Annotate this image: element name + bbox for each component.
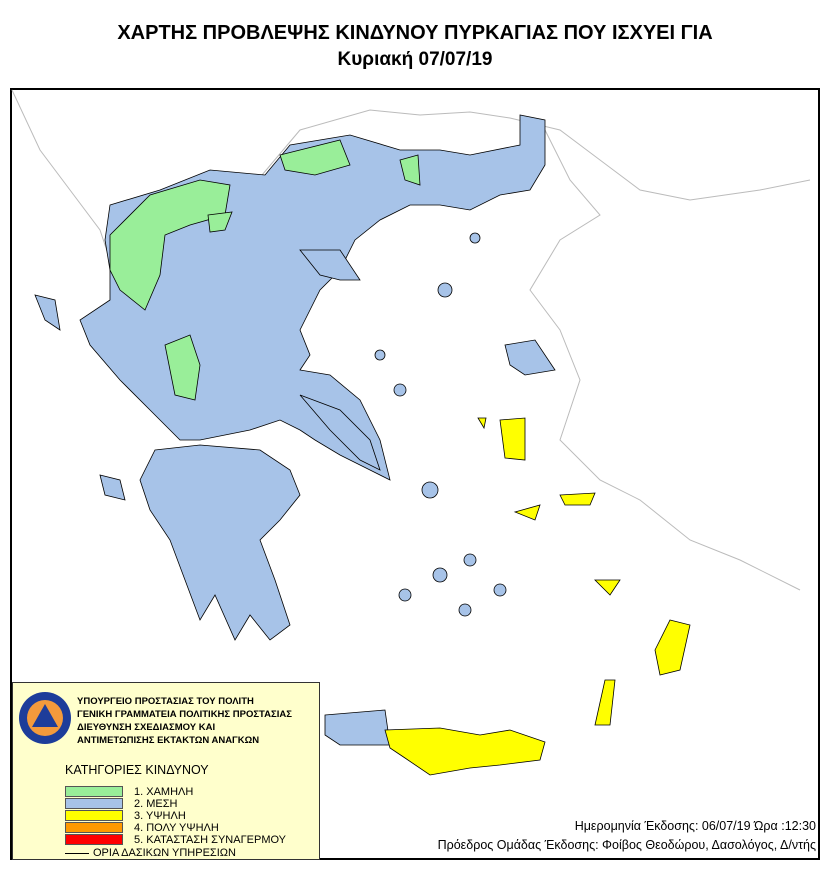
org-line: ΔΙΕΥΘΥΝΣΗ ΣΧΕΔΙΑΣΜΟΥ ΚΑΙ xyxy=(77,722,216,733)
issuer: Πρόεδρος Ομάδας Έκδοσης: Φοίβος Θεοδώρου… xyxy=(437,838,816,852)
cyclades-islands xyxy=(374,232,507,617)
albania-border xyxy=(11,89,111,261)
green-region-1 xyxy=(109,179,231,311)
org-line: ΑΝΤΙΜΕΤΩΠΙΣΗΣ ΕΚΤΑΚΤΩΝ ΑΝΑΓΚΩΝ xyxy=(77,735,260,746)
region-peloponnese xyxy=(139,444,301,641)
turkey-coast xyxy=(529,129,801,591)
swatch xyxy=(65,810,123,821)
civil-protection-logo xyxy=(19,692,71,744)
green-region-3 xyxy=(164,334,201,401)
legend-label: 3. ΥΨΗΛΗ xyxy=(134,809,186,822)
swatch xyxy=(65,798,123,809)
green-region-5 xyxy=(399,154,421,186)
region-evia xyxy=(299,394,381,471)
legend-label: ΟΡΙΑ ΔΑΣΙΚΩΝ ΥΠΗΡΕΣΙΩΝ xyxy=(93,847,236,859)
green-region-2 xyxy=(279,139,351,176)
legend-item-alarm: 5. ΚΑΤΑΣΤΑΣΗ ΣΥΝΑΓΕΡΜΟΥ xyxy=(65,833,286,846)
island-lesvos xyxy=(504,339,556,376)
organization-name: ΥΠΟΥΡΓΕΙΟ ΠΡΟΣΤΑΣΙΑΣ ΤΟΥ ΠΟΛΙΤΗ ΓΕΝΙΚΗ Γ… xyxy=(77,695,292,747)
island-corfu xyxy=(34,294,61,331)
island-chios xyxy=(499,417,526,461)
boundary-line xyxy=(65,852,89,854)
legend-boundary: ΟΡΙΑ ΔΑΣΙΚΩΝ ΥΠΗΡΕΣΙΩΝ xyxy=(65,847,236,859)
island-ikaria xyxy=(513,504,541,521)
legend-label: 5. ΚΑΤΑΣΤΑΣΗ ΣΥΝΑΓΕΡΜΟΥ xyxy=(134,833,287,846)
island-karpathos xyxy=(594,679,616,726)
island-kefalonia xyxy=(99,474,126,501)
island-chios-small xyxy=(477,417,487,430)
legend: ΥΠΟΥΡΓΕΙΟ ΠΡΟΣΤΑΣΙΑΣ ΤΟΥ ΠΟΛΙΤΗ ΓΕΝΙΚΗ Γ… xyxy=(12,682,320,860)
legend-item-high: 3. ΥΨΗΛΗ xyxy=(65,809,186,822)
region-chalkidiki xyxy=(299,249,361,281)
island-samos xyxy=(559,492,596,506)
green-region-4 xyxy=(207,211,233,233)
crete-east xyxy=(384,727,546,776)
legend-label: 4. ΠΟΛΥ ΥΨΗΛΗ xyxy=(134,821,219,834)
island-kos xyxy=(594,579,621,596)
org-line: ΥΠΟΥΡΓΕΙΟ ΠΡΟΣΤΑΣΙΑΣ ΤΟΥ ΠΟΛΙΤΗ xyxy=(77,696,254,707)
org-line: ΓΕΝΙΚΗ ΓΡΑΜΜΑΤΕΙΑ ΠΟΛΙΤΙΚΗΣ ΠΡΟΣΤΑΣΙΑΣ xyxy=(77,709,292,720)
legend-item-low: 1. ΧΑΜΗΛΗ xyxy=(65,785,193,798)
island-rhodes xyxy=(654,619,691,676)
legend-item-medium: 2. ΜΕΣΗ xyxy=(65,797,177,810)
legend-label: 2. ΜΕΣΗ xyxy=(134,797,178,810)
map-frame xyxy=(10,88,820,860)
crete-west xyxy=(324,709,391,746)
swatch xyxy=(65,786,123,797)
categories-title: ΚΑΤΗΓΟΡΙΕΣ ΚΙΝΔΥΝΟΥ xyxy=(65,763,209,777)
issue-date: Ημερομηνία Έκδοσης: 06/07/19 Ώρα :12:30 xyxy=(574,819,816,833)
legend-label: 1. ΧΑΜΗΛΗ xyxy=(134,785,194,798)
swatch xyxy=(65,834,123,845)
legend-item-very-high: 4. ΠΟΛΥ ΥΨΗΛΗ xyxy=(65,821,219,834)
swatch xyxy=(65,822,123,833)
map-title: ΧΑΡΤΗΣ ΠΡΟΒΛΕΨΗΣ ΚΙΝΔΥΝΟΥ ΠΥΡΚΑΓΙΑΣ ΠΟΥ … xyxy=(117,22,713,44)
map-date: Κυριακή 07/07/19 xyxy=(337,49,493,70)
